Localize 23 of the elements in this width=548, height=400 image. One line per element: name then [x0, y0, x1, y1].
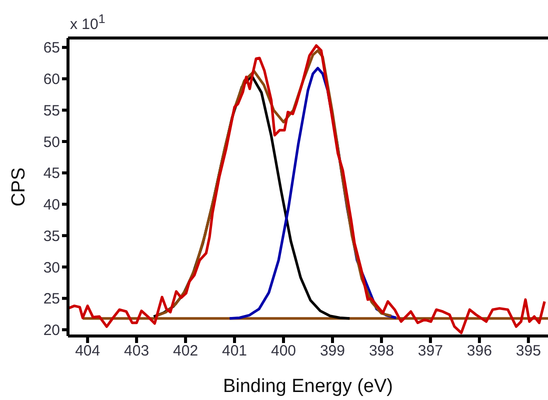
y-tick-label: 65 — [43, 40, 60, 57]
y-tick-label: 60 — [43, 71, 60, 88]
x-tick-label: 404 — [75, 342, 100, 360]
y-tick-label: 20 — [43, 322, 60, 340]
y-tick-label: 30 — [43, 259, 60, 276]
y-tick-label: 40 — [43, 196, 60, 214]
x-tick-label: 399 — [320, 342, 346, 360]
x-tick-label: 395 — [516, 342, 541, 360]
y-axis-title: CPS — [8, 167, 30, 207]
x-tick-label: 397 — [418, 342, 443, 360]
y-tick-label: 55 — [43, 102, 60, 120]
y-tick-label: 25 — [43, 290, 60, 308]
y-tick-label: 50 — [43, 134, 60, 151]
x-tick-label: 400 — [270, 342, 296, 360]
x-tick-label: 396 — [466, 342, 492, 360]
y-tick-label: 45 — [43, 165, 60, 182]
x-tick-label: 403 — [124, 342, 150, 360]
y-tick-label: 35 — [43, 228, 60, 245]
x-tick-label: 402 — [173, 342, 198, 360]
x-tick-label: 401 — [222, 342, 248, 360]
x-tick-label: 398 — [368, 342, 394, 360]
x-axis-title: Binding Energy (eV) — [222, 376, 394, 397]
axis-multiplier: x 10$^{1}$ — [70, 12, 106, 33]
